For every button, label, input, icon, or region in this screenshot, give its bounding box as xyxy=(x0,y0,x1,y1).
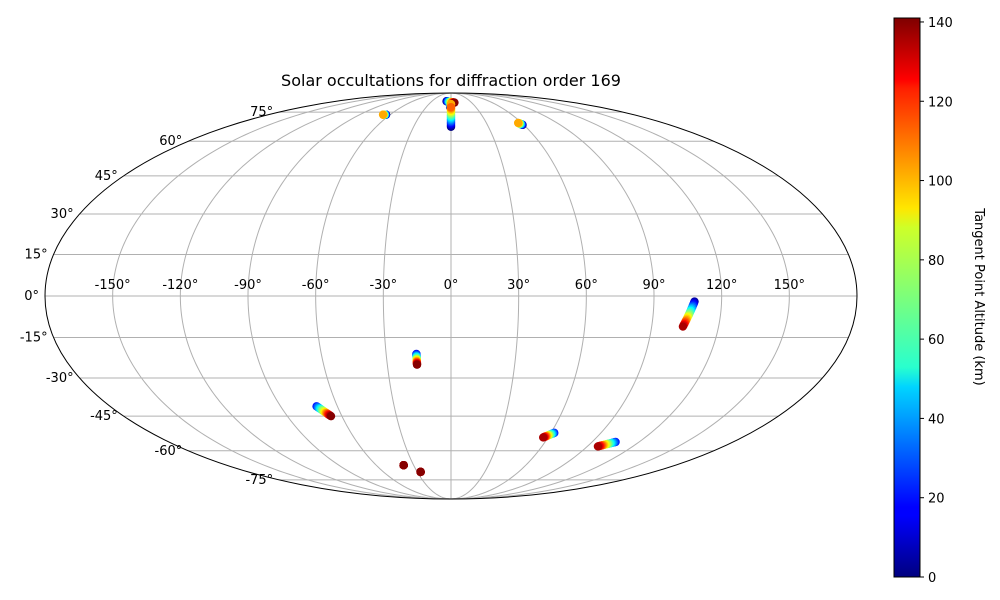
lon-tick-label: -90° xyxy=(234,278,262,293)
occultation-points xyxy=(312,97,699,477)
lon-tick-label: 60° xyxy=(575,278,598,293)
lon-tick-label: 90° xyxy=(642,278,665,293)
occultation-point xyxy=(416,467,425,477)
colorbar-ticks: 0 20 40 60 80 100 120 140 xyxy=(920,16,953,586)
meridian-line xyxy=(450,93,790,499)
occultation-point xyxy=(593,442,603,451)
occultation-point xyxy=(412,360,422,369)
lat-tick-label: 30° xyxy=(51,207,74,222)
lon-tick-label: 120° xyxy=(706,278,737,293)
lat-tick-label: -30° xyxy=(46,371,74,386)
occultation-track xyxy=(412,349,422,369)
occultation-track xyxy=(593,437,620,451)
lat-tick-label: -75° xyxy=(245,473,273,488)
colorbar-tick-label: 140 xyxy=(928,16,953,31)
meridian-line xyxy=(450,93,655,499)
lat-tick-label: 60° xyxy=(159,134,182,149)
occultation-point xyxy=(446,102,456,112)
lon-tick-label: -120° xyxy=(162,278,198,293)
occultation-track xyxy=(399,460,408,470)
meridian-line xyxy=(179,93,452,499)
lat-tick-label: 0° xyxy=(24,289,39,304)
colorbar-tick-label: 80 xyxy=(928,254,945,269)
meridian-line xyxy=(450,93,520,499)
occultation-point xyxy=(399,460,408,470)
occultation-track xyxy=(539,428,559,442)
occultation-track xyxy=(678,297,699,331)
chart-title: Solar occultations for diffraction order… xyxy=(281,71,621,90)
map-border xyxy=(44,92,858,500)
lon-tick-label: -60° xyxy=(302,278,330,293)
colorbar-tick-label: 20 xyxy=(928,492,945,507)
occultation-point xyxy=(378,110,388,119)
lat-tick-label: 15° xyxy=(25,247,48,262)
meridian-line xyxy=(112,93,452,499)
colorbar-tick-label: 0 xyxy=(928,571,936,586)
lon-tick-label: 150° xyxy=(774,278,805,293)
meridian-line xyxy=(315,93,452,499)
occultation-track xyxy=(416,467,425,477)
lon-tick-label: 0° xyxy=(444,278,459,293)
colorbar-tick-label: 40 xyxy=(928,412,945,427)
occultation-track xyxy=(513,118,527,130)
meridian-line xyxy=(247,93,452,499)
occultation-point xyxy=(326,411,336,421)
meridian-line xyxy=(450,93,723,499)
tick-labels: -150° -120° -90° -60° -30° 0° 30° 60° 90° 120° 150… xyxy=(20,105,805,488)
lon-tick-label: 30° xyxy=(507,278,530,293)
colorbar-tick-label: 60 xyxy=(928,333,945,348)
lon-tick-label: -30° xyxy=(369,278,397,293)
colorbar: 0 20 40 60 80 100 120 140 Tangent Point Altitud… xyxy=(893,16,986,586)
meridian-line xyxy=(450,93,587,499)
graticule xyxy=(45,93,857,499)
lat-tick-label: 45° xyxy=(95,169,118,184)
colorbar-tick-label: 100 xyxy=(928,175,953,190)
occultation-track xyxy=(312,402,336,421)
lat-tick-label: -15° xyxy=(20,331,48,346)
colorbar-label: Tangent Point Altitude (km) xyxy=(971,207,986,385)
occultation-track xyxy=(378,110,391,119)
occultation-point xyxy=(539,433,548,442)
lat-tick-label: -45° xyxy=(90,409,118,424)
occultation-track xyxy=(446,102,456,132)
meridian-line xyxy=(382,93,452,499)
occultation-point xyxy=(678,322,688,331)
lat-tick-label: -60° xyxy=(155,444,183,459)
occultation-point xyxy=(513,118,523,128)
lat-tick-label: 75° xyxy=(250,105,273,120)
colorbar-gradient xyxy=(893,17,921,578)
colorbar-tick-label: 120 xyxy=(928,95,953,110)
lon-tick-label: -150° xyxy=(95,278,131,293)
